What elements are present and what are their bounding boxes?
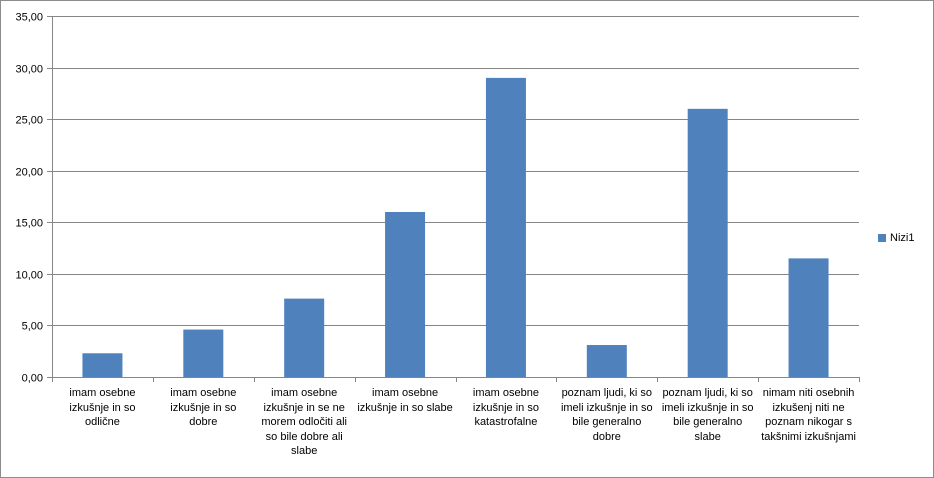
- x-category-label: imam osebne izkušnje in so slabe: [357, 387, 453, 414]
- legend: Nizi1: [878, 232, 914, 244]
- bar: [586, 345, 627, 377]
- bar: [183, 329, 224, 377]
- y-tick-label: 20,00: [15, 167, 43, 179]
- bar: [485, 77, 526, 377]
- bar: [385, 211, 426, 377]
- x-category-label: imam osebne izkušnje in so dobre: [170, 387, 237, 428]
- x-category-label: poznam ljudi, ki so imeli izkušnje in so…: [560, 387, 653, 443]
- y-tick-label: 10,00: [15, 270, 43, 282]
- bar: [687, 108, 728, 377]
- x-category-label: imam osebne izkušnje in so katastrofalne: [472, 387, 539, 428]
- x-category-label: nimam niti osebnih izkušenj niti ne pozn…: [761, 387, 856, 443]
- bar: [788, 258, 829, 377]
- x-category-label: poznam ljudi, ki so imeli izkušnje in so…: [661, 387, 754, 443]
- bar: [284, 298, 325, 377]
- bar: [82, 353, 123, 377]
- legend-swatch: [878, 234, 886, 242]
- y-tick-label: 0,00: [22, 373, 43, 385]
- x-category-label: imam osebne izkušnje in so odlične: [69, 387, 136, 428]
- y-tick-label: 15,00: [15, 218, 43, 230]
- legend-label: Nizi1: [890, 232, 915, 244]
- y-tick-label: 35,00: [15, 12, 43, 24]
- y-tick-label: 5,00: [22, 321, 43, 333]
- y-tick-label: 30,00: [15, 64, 43, 76]
- y-tick-label: 25,00: [15, 115, 43, 127]
- x-category-label: imam osebne izkušnje in se ne morem odlo…: [261, 387, 347, 457]
